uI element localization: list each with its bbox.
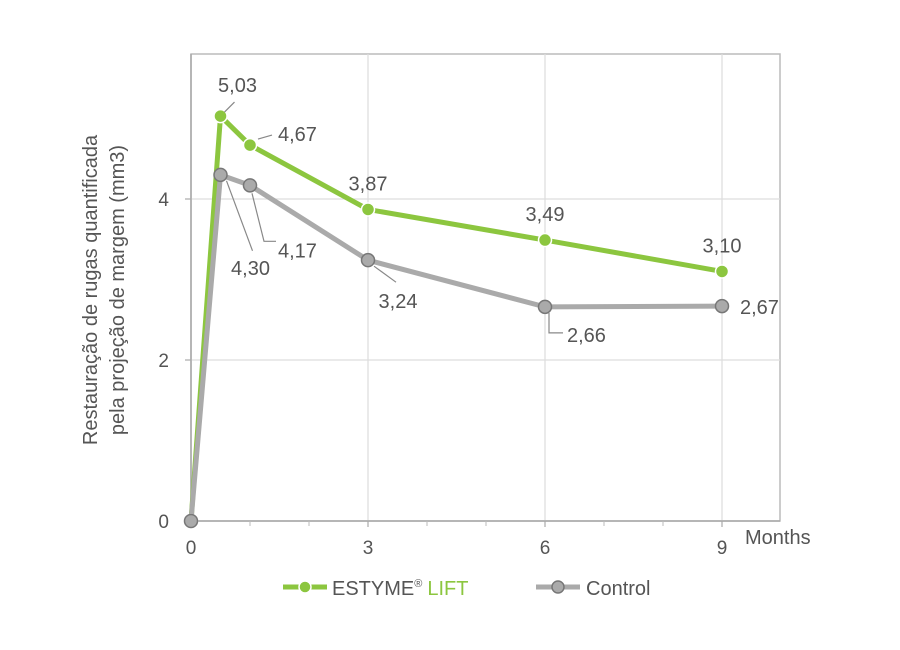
data-point-estyme-lift xyxy=(360,202,376,217)
legend-label-estyme: ESTYME® LIFT xyxy=(332,578,468,600)
data-point-control xyxy=(537,299,553,315)
x-tick-label: 6 xyxy=(540,538,551,559)
legend-item-control: Control xyxy=(536,578,650,600)
data-point-estyme-lift xyxy=(213,108,228,124)
data-label-control: 2,66 xyxy=(567,325,606,347)
y-tick-label: 2 xyxy=(158,351,169,372)
x-axis-title: Months xyxy=(745,527,811,549)
data-point-control xyxy=(714,298,730,314)
data-point-estyme-lift xyxy=(242,137,258,153)
plot-area xyxy=(190,53,781,522)
y-axis-title-line-2: pela projeção de margem (mm3) xyxy=(107,145,129,435)
data-point-control xyxy=(242,178,258,193)
x-tick-label: 0 xyxy=(186,538,197,559)
label-leader-control xyxy=(548,312,563,334)
data-labels: 5,03 4,67 3,87 3,49 3,10 4,30 4,17 3,24 2,66 2,67 xyxy=(218,75,779,347)
series-layer xyxy=(183,108,730,529)
label-leader-estyme-lift xyxy=(224,101,235,113)
data-label-control: 2,67 xyxy=(740,297,779,319)
label-leader-control xyxy=(251,193,276,242)
y-axis-title-line-1: Restauração de rugas quantificada xyxy=(80,134,102,445)
data-point-estyme-lift xyxy=(714,264,730,279)
legend-label-control: Control xyxy=(586,578,650,600)
y-axis-title: Restauração de rugas quantificada pela p… xyxy=(80,134,129,445)
data-point-estyme-lift xyxy=(537,232,553,248)
legend-item-estyme-lift: ESTYME® LIFT xyxy=(283,578,468,600)
series-line-control xyxy=(188,172,723,522)
data-point-control xyxy=(360,252,376,268)
data-point-control xyxy=(183,513,199,529)
legend-label-estyme-mark: ® xyxy=(414,578,422,590)
data-label-estyme-lift: 4,67 xyxy=(278,124,317,146)
y-tick-label: 4 xyxy=(158,190,169,211)
legend-swatch-marker-estyme xyxy=(298,580,312,594)
legend: ESTYME® LIFT Control xyxy=(283,578,650,600)
y-tick-label: 0 xyxy=(158,512,169,533)
data-label-estyme-lift: 5,03 xyxy=(218,75,257,97)
data-label-estyme-lift: 3,10 xyxy=(703,235,742,257)
x-tick-label: 9 xyxy=(717,538,728,559)
data-label-estyme-lift: 3,49 xyxy=(526,204,565,226)
legend-label-estyme-accent: LIFT xyxy=(427,578,468,600)
data-label-control: 3,24 xyxy=(379,291,418,313)
label-leader-estyme-lift xyxy=(257,134,273,140)
legend-label-estyme-main: ESTYME xyxy=(332,578,414,600)
x-tick-label: 3 xyxy=(363,538,374,559)
label-leader-control xyxy=(373,265,397,283)
data-label-estyme-lift: 3,87 xyxy=(349,173,388,195)
grid xyxy=(191,54,780,521)
label-leader-control xyxy=(225,180,254,252)
data-label-control: 4,17 xyxy=(278,240,317,262)
legend-swatch-marker-control xyxy=(551,580,565,594)
data-point-control xyxy=(213,167,228,183)
data-label-control: 4,30 xyxy=(231,258,270,280)
series-line-estyme-lift xyxy=(188,113,723,522)
